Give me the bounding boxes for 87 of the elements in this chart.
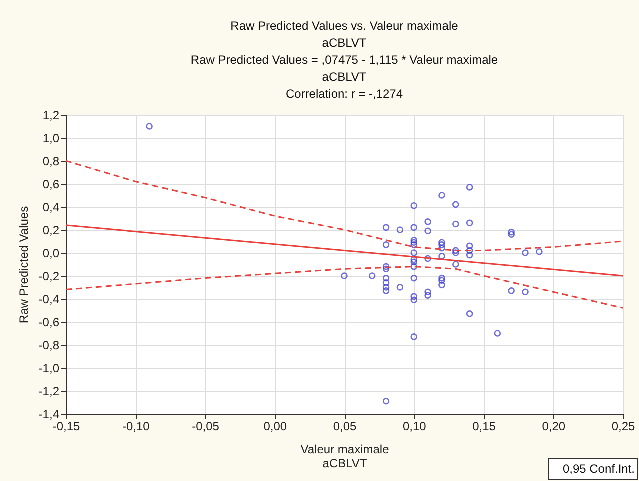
point: [508, 228, 515, 236]
point: [452, 261, 460, 268]
point: [410, 263, 418, 270]
point: [382, 398, 390, 405]
point: [424, 228, 432, 235]
point: [452, 220, 460, 228]
point: [452, 247, 460, 254]
point: [410, 274, 418, 282]
point: [522, 288, 529, 296]
point: [382, 274, 390, 282]
point: [341, 272, 348, 280]
point: [410, 202, 418, 210]
point: [396, 284, 404, 291]
x-tick-label: 0,15: [472, 420, 496, 434]
point: [368, 272, 376, 280]
text: 0,95 Conf.Int.: [562, 462, 635, 476]
point: [522, 250, 529, 256]
point: [146, 123, 153, 130]
point: [466, 220, 474, 226]
point: [382, 288, 390, 294]
x-tick-label: 0,05: [333, 420, 357, 434]
y-tick-label: -1,0: [38, 362, 60, 376]
point: [438, 242, 446, 248]
point: [382, 284, 390, 291]
point: [410, 239, 418, 246]
chart-title: Raw Predicted Values vs. Valeur maximale aCBLVT Raw Predicted Values = ,07475 - 1,115 * Valeur maximale aCBLVT Correlation: r = -,1274: [190, 19, 498, 101]
y-tick-label: 1,0: [42, 132, 60, 146]
y-axis-title: Raw Predicted Values: [16, 206, 31, 324]
point: [466, 310, 474, 318]
point: [410, 334, 418, 340]
y-tick-label: -0,8: [38, 338, 60, 352]
point: [466, 184, 474, 191]
point: [452, 250, 460, 256]
x-axis-title: Valeur maximale aCBLVT: [300, 442, 390, 470]
point: [382, 263, 390, 270]
point: [382, 280, 390, 286]
point: [410, 293, 418, 300]
point: [382, 242, 390, 248]
point: [410, 256, 418, 264]
point: [466, 247, 474, 254]
point: [410, 242, 418, 248]
x-tick-label: 0,20: [542, 420, 566, 434]
point: [424, 288, 432, 296]
y-tick-label: 1,2: [42, 108, 60, 122]
y-tick-label: 0,2: [42, 224, 60, 238]
point: [410, 258, 418, 266]
point: [494, 330, 502, 337]
y-tick-label: 0,6: [42, 178, 60, 192]
point: [508, 288, 515, 294]
y-tick-label: 0,8: [42, 154, 60, 168]
point: [438, 282, 446, 289]
y-tick-label: -1,2: [38, 384, 60, 398]
point: [438, 277, 446, 284]
point: [396, 226, 404, 234]
y-tick-label: -1,4: [38, 408, 60, 422]
x-tick-label: 0,00: [264, 420, 288, 434]
point: [410, 236, 418, 244]
point: [536, 248, 543, 256]
y-tick-label: -0,6: [38, 316, 60, 330]
y-tick-label: 0,0: [42, 246, 60, 260]
x-tick-label: 0,10: [402, 420, 427, 434]
point: [424, 292, 432, 299]
point: [438, 245, 446, 252]
point: [424, 255, 432, 262]
line-series: [65, 266, 624, 309]
point: [382, 224, 390, 232]
point: [452, 201, 460, 208]
point: [438, 253, 446, 260]
point: [382, 266, 390, 272]
x-tick-label: -0,10: [122, 420, 150, 434]
x-tick-label: -0,05: [192, 420, 220, 434]
y-tick-label: -0,2: [38, 270, 60, 284]
point: [508, 231, 515, 238]
x-tick-label: -0,15: [52, 420, 80, 434]
point: [424, 218, 432, 226]
x-tick-label: 0,25: [612, 420, 636, 434]
point: [466, 242, 474, 250]
point: [438, 192, 446, 199]
point: [410, 250, 418, 256]
point: [438, 239, 446, 246]
y-tick-label: 0,4: [42, 200, 60, 214]
point: [410, 224, 418, 232]
line-series: [65, 160, 624, 252]
point: [410, 296, 418, 304]
point: [438, 274, 446, 282]
point: [466, 252, 474, 259]
y-tick-label: -0,4: [38, 292, 60, 306]
